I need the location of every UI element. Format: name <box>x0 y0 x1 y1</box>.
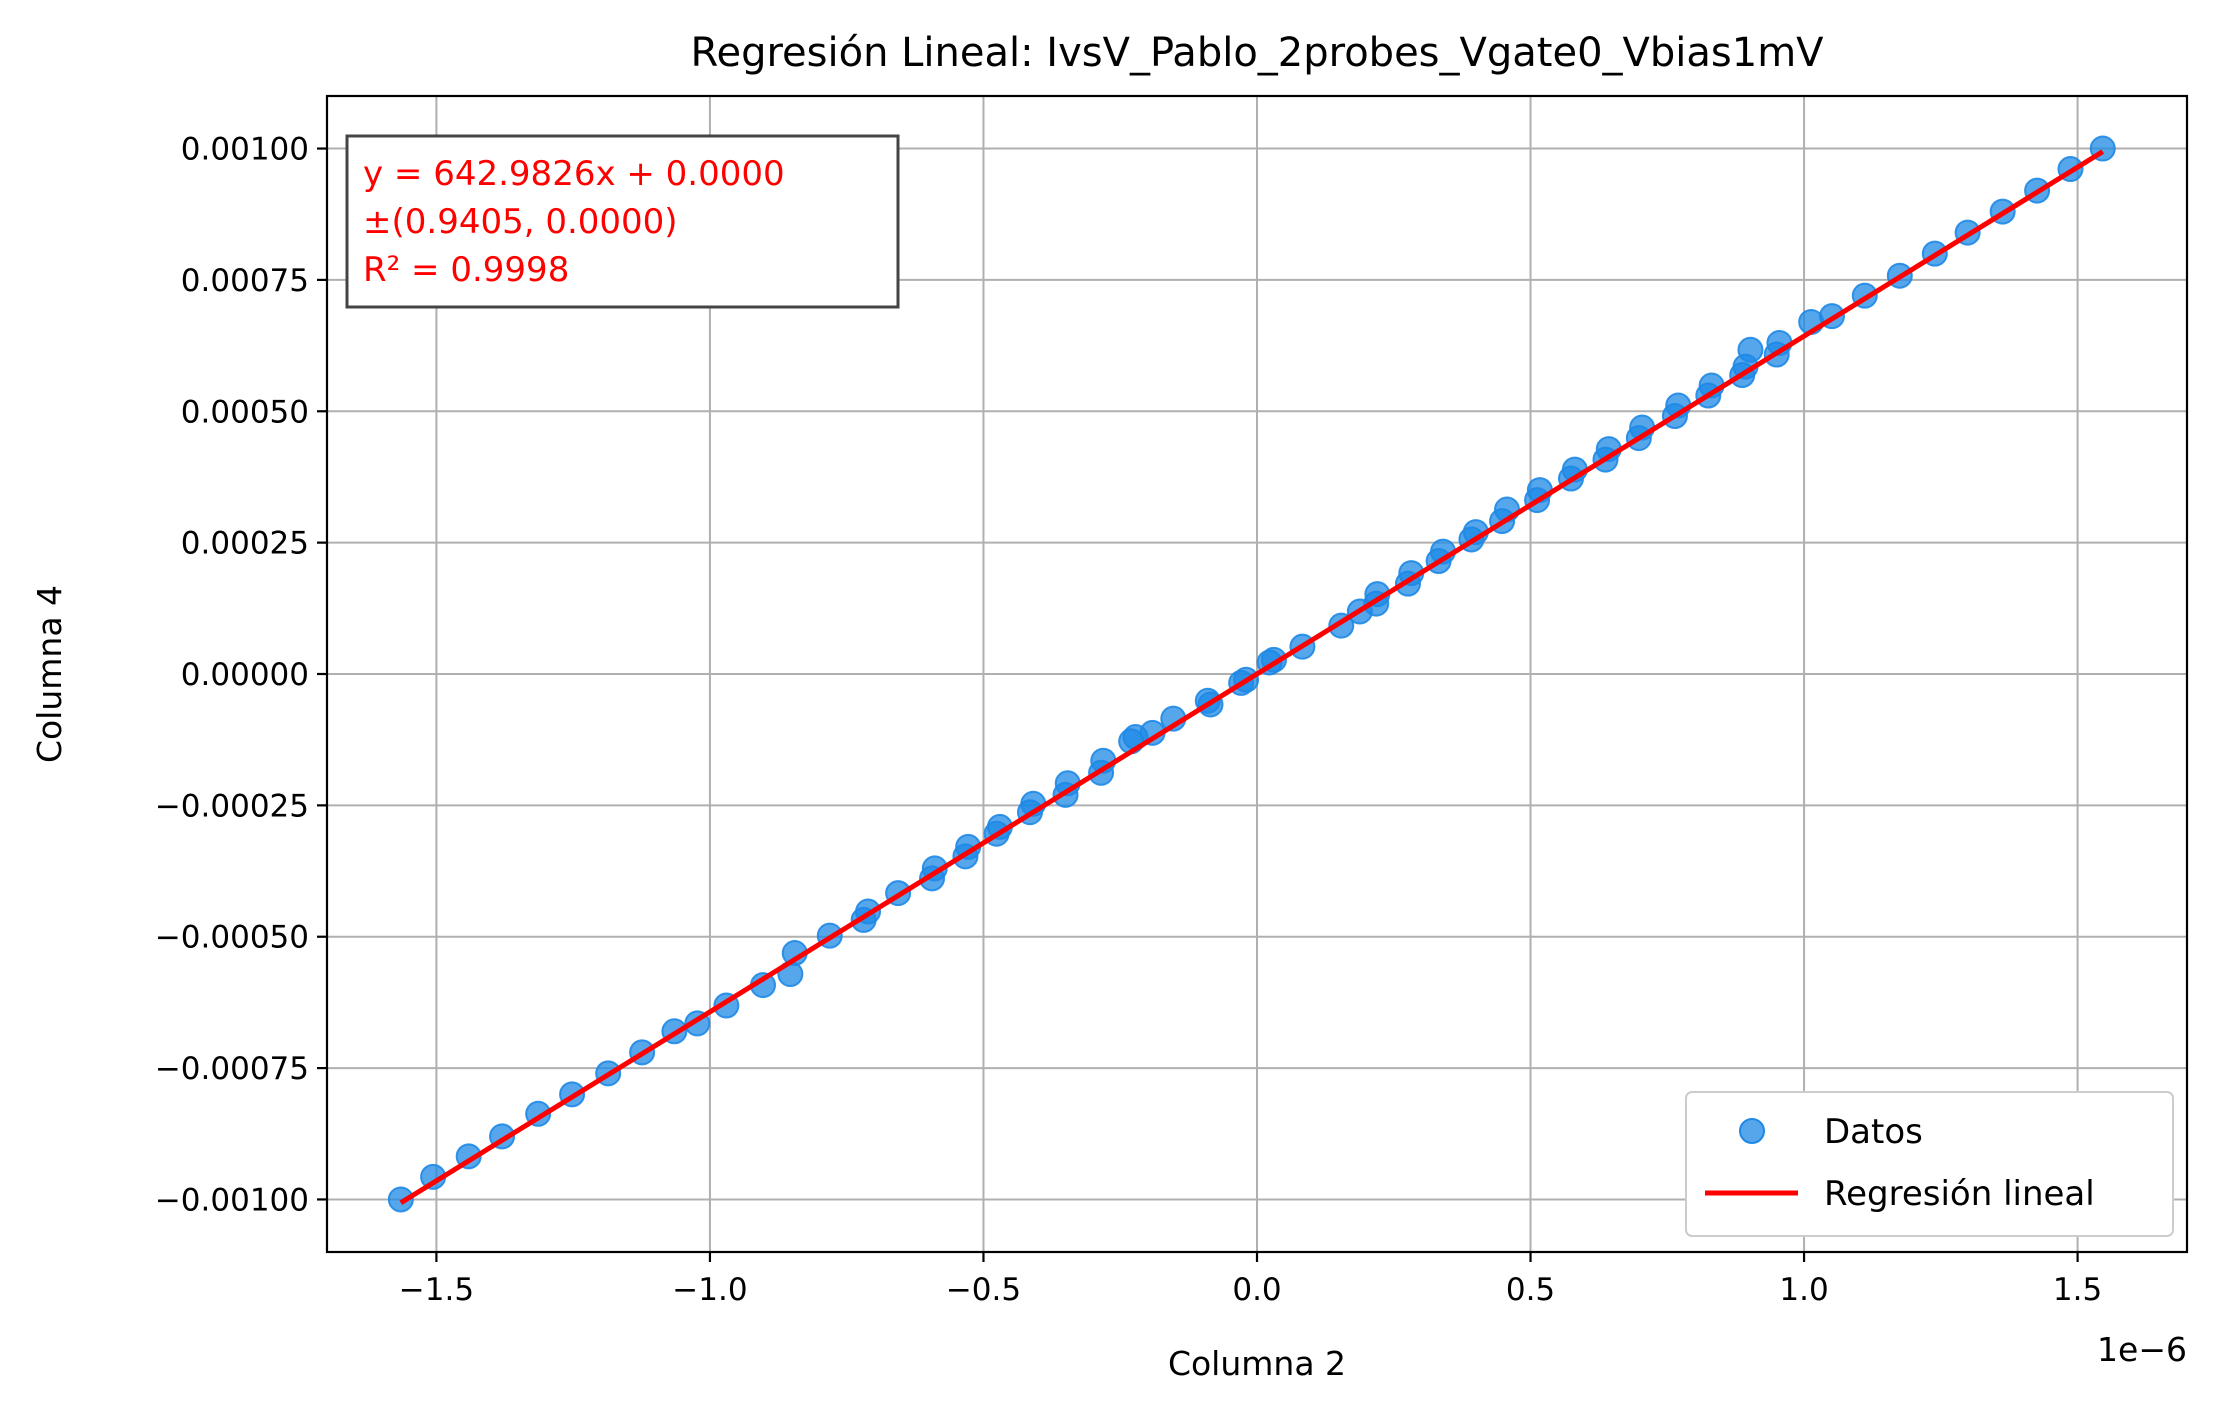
chart-title: Regresión Lineal: IvsV_Pablo_2probes_Vga… <box>690 30 1824 76</box>
regression-annotation: y = 642.9826x + 0.0000 ±(0.9405, 0.0000)… <box>345 134 900 309</box>
legend-box <box>1685 1091 2174 1237</box>
annotation-uncertainty: ±(0.9405, 0.0000) <box>363 202 678 242</box>
regression-layer <box>399 149 2105 1205</box>
legend-marker-datos <box>1739 1118 1765 1144</box>
legend-label-regression: Regresión lineal <box>1824 1174 2095 1214</box>
x-axis-label: Columna 2 <box>1168 1344 1346 1383</box>
legend: Datos Regresión lineal <box>1685 1091 2174 1237</box>
regression-line <box>399 149 2105 1205</box>
x-tick-label: 0.5 <box>1506 1272 1555 1308</box>
grid-lines <box>327 96 2187 1252</box>
annotation-equation: y = 642.9826x + 0.0000 <box>363 154 785 194</box>
x-tick-label: 1.0 <box>1779 1272 1828 1308</box>
annotation-box <box>345 134 900 309</box>
x-axis-offset-label: 1e−6 <box>2097 1330 2187 1369</box>
x-tick-label: 1.5 <box>2053 1272 2102 1308</box>
y-tick-label: −0.00050 <box>155 920 309 956</box>
y-axis-ticks: 0.00100 0.00075 0.00050 0.00025 0.00000 −0.00… <box>155 132 327 1218</box>
x-tick-label: 0.0 <box>1232 1272 1281 1308</box>
y-tick-label: −0.00025 <box>155 788 309 824</box>
data-point <box>1737 336 1764 363</box>
x-tick-label: −0.5 <box>946 1272 1021 1308</box>
y-tick-label: −0.00100 <box>155 1182 309 1218</box>
y-tick-label: 0.00000 <box>181 657 309 693</box>
annotation-r-squared: R² = 0.9998 <box>363 250 569 290</box>
x-axis-ticks: −1.5 −1.0 −0.5 0.0 0.5 1.0 1.5 <box>399 1252 2102 1308</box>
y-axis-label: Columna 4 <box>30 585 69 763</box>
y-tick-label: 0.00050 <box>181 394 309 430</box>
x-tick-label: −1.0 <box>672 1272 747 1308</box>
data-point <box>387 1186 414 1213</box>
y-tick-label: 0.00075 <box>181 263 309 299</box>
y-tick-label: 0.00025 <box>181 526 309 562</box>
legend-label-datos: Datos <box>1824 1112 1923 1152</box>
x-tick-label: −1.5 <box>399 1272 474 1308</box>
y-tick-label: 0.00100 <box>181 132 309 168</box>
y-tick-label: −0.00075 <box>155 1051 309 1087</box>
